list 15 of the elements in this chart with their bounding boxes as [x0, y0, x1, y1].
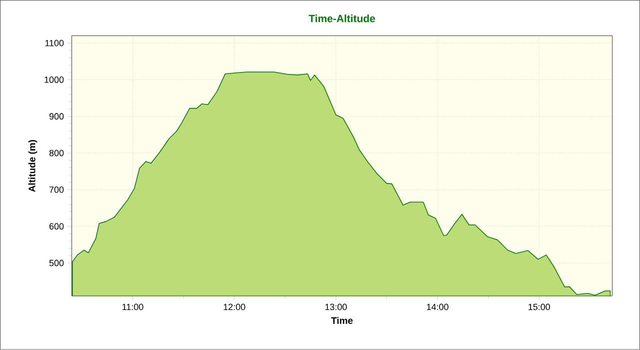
y-tick-label: 700	[49, 186, 64, 193]
y-axis-title: Altitude (m)	[28, 140, 38, 192]
x-axis-title: Time	[331, 317, 353, 324]
x-tick-label: 14:00	[426, 304, 448, 310]
x-tick-label: 13:00	[325, 304, 347, 310]
y-tick-label: 1000	[44, 76, 64, 84]
y-tick-label: 500	[49, 260, 64, 266]
y-tick-label: 800	[49, 150, 64, 156]
chart-title: Time-Altitude	[308, 14, 376, 22]
y-tick-label: 1100	[45, 40, 64, 46]
x-tick-label: 11:00	[122, 304, 144, 310]
x-tick-label: 12:00	[224, 304, 246, 310]
y-tick-label: 600	[49, 223, 64, 230]
y-tick-label: 900	[49, 113, 64, 120]
x-tick-label: 15:00	[528, 304, 550, 310]
